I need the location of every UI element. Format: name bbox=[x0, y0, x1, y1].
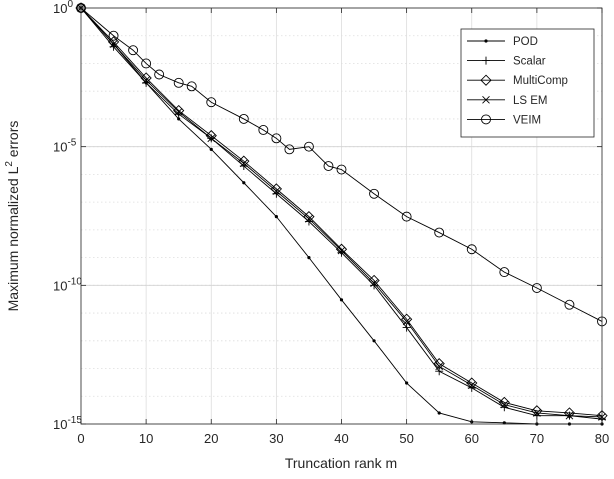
data-point-veim bbox=[499, 267, 510, 278]
data-point-multicomp bbox=[238, 155, 250, 167]
x-tick-label: 40 bbox=[334, 431, 348, 446]
legend-marker-pod bbox=[484, 39, 488, 43]
y-axis-title-rest: errors bbox=[5, 121, 21, 161]
x-tick-label: 20 bbox=[204, 431, 218, 446]
data-point-multicomp bbox=[205, 129, 217, 142]
y-tick-label: 10-15 bbox=[53, 415, 82, 432]
data-point-ls-em bbox=[239, 159, 248, 168]
data-point-multicomp bbox=[270, 183, 283, 195]
data-point-veim bbox=[108, 30, 119, 41]
data-point-ls-em bbox=[142, 76, 150, 84]
data-point-ls-em bbox=[467, 381, 476, 390]
data-point-ls-em bbox=[500, 400, 509, 409]
data-point-ls-em bbox=[565, 411, 574, 420]
legend-label-ls-em: LS EM bbox=[513, 95, 548, 107]
data-point-scalar bbox=[402, 323, 411, 332]
data-point-ls-em bbox=[305, 215, 313, 223]
data-point-multicomp bbox=[531, 405, 543, 417]
data-point-pod bbox=[405, 381, 409, 385]
data-point-veim bbox=[564, 299, 575, 310]
data-point-veim bbox=[141, 58, 152, 69]
ticks bbox=[80, 7, 603, 425]
legend-label-pod: POD bbox=[513, 36, 538, 48]
x-tick-label: 50 bbox=[399, 431, 413, 446]
data-point-pod bbox=[274, 215, 278, 219]
data-point-veim bbox=[466, 244, 477, 255]
data-point-multicomp bbox=[466, 377, 478, 389]
data-point-pod bbox=[339, 298, 344, 302]
data-point-veim bbox=[323, 161, 334, 172]
data-point-veim bbox=[154, 69, 165, 80]
legend-marker-scalar bbox=[482, 56, 490, 65]
x-tick-label: 60 bbox=[465, 431, 479, 446]
legend-marker-veim bbox=[481, 114, 491, 125]
legend-marker-ls-em bbox=[482, 95, 490, 104]
y-axis-title-main: Maximum normalized L bbox=[5, 166, 21, 311]
y-axis-title: Maximum normalized L2 errors bbox=[4, 121, 21, 312]
data-point-multicomp bbox=[563, 407, 576, 419]
series-line-multicomp bbox=[80, 7, 603, 417]
data-point-veim bbox=[531, 283, 542, 293]
legend-label-scalar: Scalar bbox=[513, 56, 546, 68]
data-point-ls-em bbox=[207, 134, 216, 143]
data-point-veim bbox=[284, 144, 295, 155]
legend: POD Scalar MultiComp LS EM VEIM bbox=[460, 28, 595, 138]
data-point-veim bbox=[434, 227, 445, 238]
y-tick-label: 10-10 bbox=[53, 276, 82, 293]
data-point-multicomp bbox=[368, 274, 380, 287]
x-axis-title: Truncation rank m bbox=[285, 455, 397, 471]
data-point-veim bbox=[303, 141, 314, 152]
y-tick-label: 10-5 bbox=[53, 138, 77, 155]
legend-label-veim: VEIM bbox=[513, 114, 541, 126]
data-point-veim bbox=[128, 45, 139, 56]
data-point-veim bbox=[186, 81, 197, 92]
y-axis-title-sup: 2 bbox=[4, 161, 15, 167]
data-point-multicomp bbox=[498, 396, 510, 409]
data-point-ls-em bbox=[337, 246, 346, 255]
data-point-ls-em bbox=[109, 40, 118, 48]
data-point-pod bbox=[242, 181, 246, 185]
x-tick-label: 80 bbox=[595, 431, 609, 446]
data-point-ls-em bbox=[533, 409, 541, 417]
y-tick-label: 100 bbox=[53, 0, 73, 16]
legend-marker-multicomp bbox=[480, 74, 492, 86]
series-layer bbox=[75, 2, 608, 426]
data-point-ls-em bbox=[174, 108, 183, 116]
data-point-pod bbox=[307, 256, 311, 260]
legend-label-multicomp: MultiComp bbox=[513, 75, 568, 87]
data-point-pod bbox=[372, 339, 376, 343]
data-point-ls-em bbox=[435, 362, 444, 371]
tick-labels: 0 10 20 30 40 50 60 70 80 100 10-5 10-10 10-15 bbox=[53, 0, 609, 446]
x-tick-label: 10 bbox=[139, 431, 153, 446]
data-point-pod bbox=[209, 147, 213, 151]
data-point-veim bbox=[238, 113, 249, 124]
data-point-ls-em bbox=[402, 317, 411, 326]
series-line-veim bbox=[80, 7, 603, 322]
series-ls-em bbox=[77, 4, 606, 421]
data-point-veim bbox=[336, 164, 347, 175]
data-point-veim bbox=[206, 97, 217, 108]
data-point-veim bbox=[271, 133, 282, 144]
data-point-pod bbox=[177, 117, 181, 121]
data-point-veim bbox=[173, 77, 184, 88]
data-point-veim bbox=[258, 125, 269, 135]
data-point-veim bbox=[401, 211, 412, 222]
data-point-ls-em bbox=[370, 279, 378, 287]
data-point-pod bbox=[437, 411, 441, 415]
x-tick-label: 0 bbox=[77, 431, 84, 446]
data-point-multicomp bbox=[303, 210, 315, 223]
data-point-veim bbox=[369, 188, 380, 199]
data-point-ls-em bbox=[272, 187, 281, 195]
x-tick-label: 30 bbox=[269, 431, 283, 446]
x-tick-label: 70 bbox=[530, 431, 544, 446]
